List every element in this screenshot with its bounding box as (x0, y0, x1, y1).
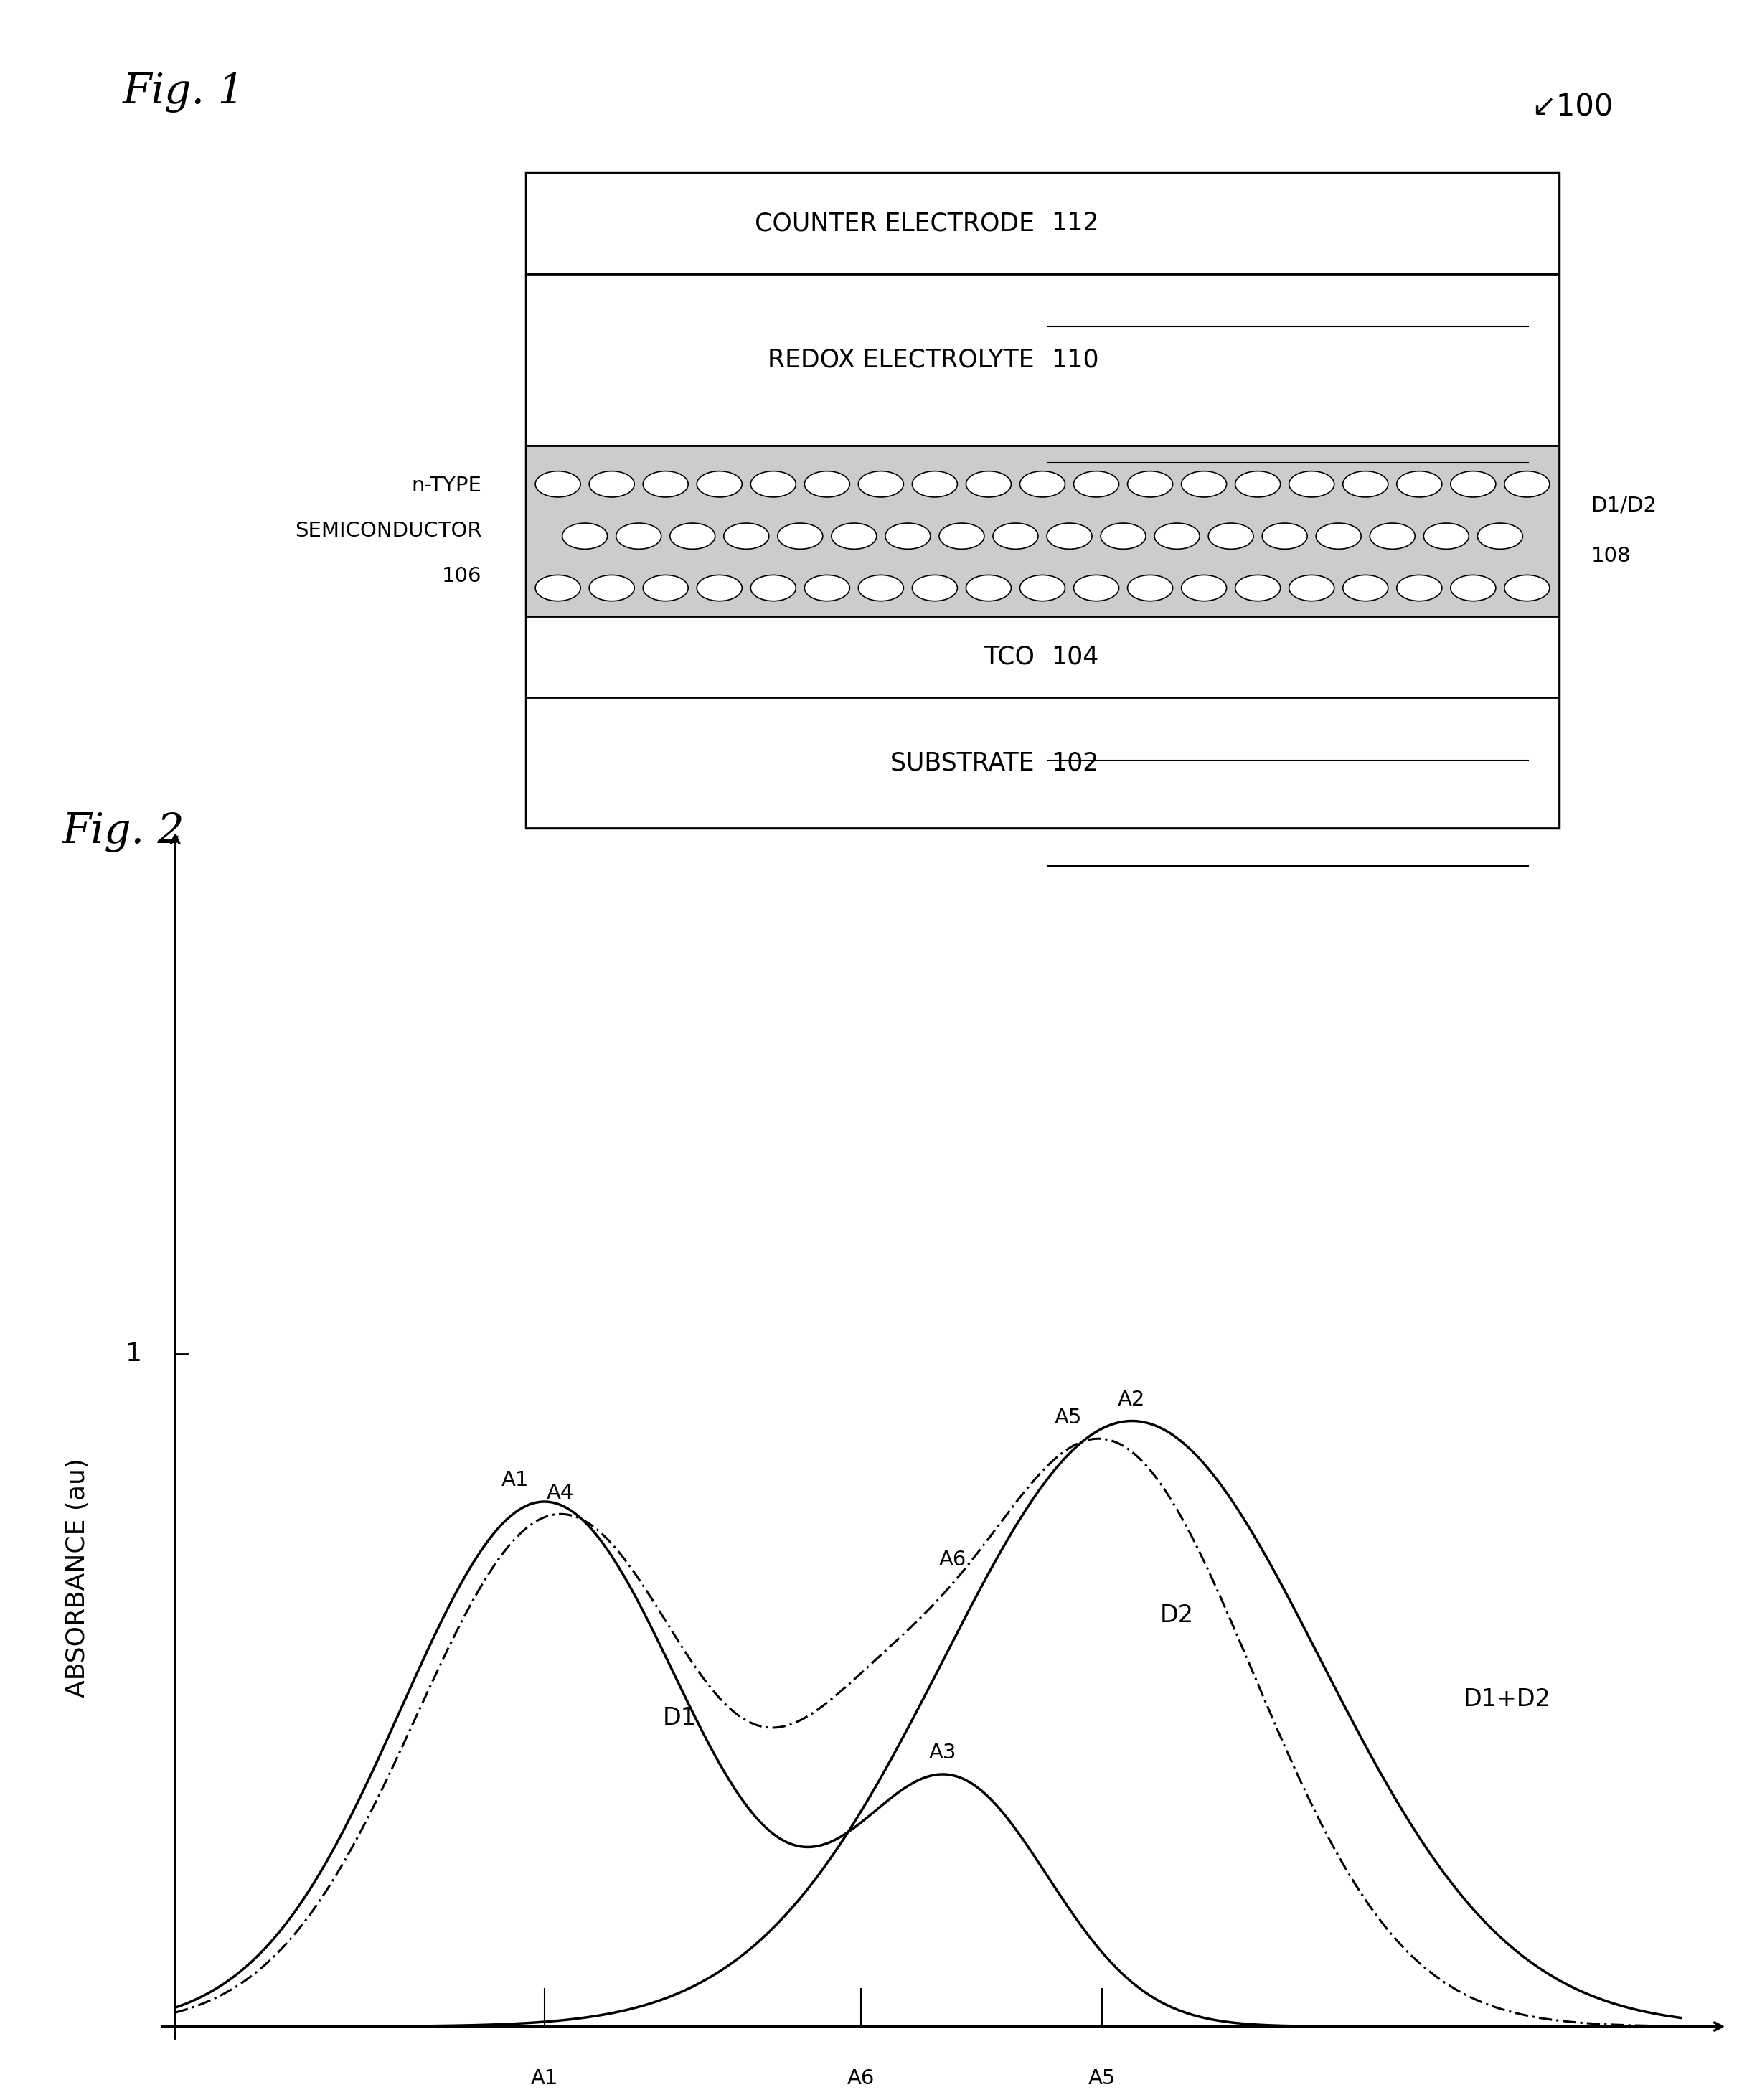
Circle shape (643, 470, 689, 498)
FancyBboxPatch shape (526, 172, 1559, 273)
Circle shape (536, 470, 580, 498)
Circle shape (589, 575, 634, 601)
Circle shape (965, 575, 1011, 601)
Circle shape (993, 523, 1039, 548)
Circle shape (1424, 523, 1468, 548)
Circle shape (1100, 523, 1146, 548)
Circle shape (697, 470, 743, 498)
Circle shape (1046, 523, 1091, 548)
Circle shape (1477, 523, 1522, 548)
Circle shape (1155, 523, 1200, 548)
Text: 106: 106 (442, 567, 482, 586)
FancyBboxPatch shape (526, 617, 1559, 697)
Circle shape (1505, 470, 1549, 498)
Circle shape (1128, 575, 1172, 601)
Text: 1: 1 (126, 1342, 142, 1365)
Circle shape (750, 575, 795, 601)
Circle shape (804, 575, 850, 601)
Circle shape (1235, 575, 1281, 601)
Text: ↙100: ↙100 (1531, 92, 1614, 122)
Circle shape (1181, 470, 1226, 498)
Circle shape (1289, 470, 1335, 498)
Circle shape (913, 470, 957, 498)
Text: D1+D2: D1+D2 (1463, 1688, 1551, 1711)
Circle shape (617, 523, 661, 548)
Text: ABSORBANCE (au): ABSORBANCE (au) (65, 1457, 89, 1697)
Text: Fig. 1: Fig. 1 (123, 71, 245, 113)
FancyBboxPatch shape (526, 697, 1559, 827)
Text: SUBSTRATE: SUBSTRATE (890, 750, 1042, 775)
Text: A5: A5 (1055, 1407, 1083, 1428)
Text: A6: A6 (846, 2068, 874, 2090)
Circle shape (643, 575, 689, 601)
Text: SEMICONDUCTOR: SEMICONDUCTOR (294, 521, 482, 542)
Circle shape (1209, 523, 1253, 548)
Text: A2: A2 (1118, 1390, 1144, 1409)
Circle shape (1020, 470, 1065, 498)
Circle shape (536, 575, 580, 601)
Circle shape (697, 575, 743, 601)
Circle shape (1020, 575, 1065, 601)
Circle shape (1261, 523, 1307, 548)
Text: D1/D2: D1/D2 (1591, 496, 1657, 517)
Circle shape (1316, 523, 1361, 548)
Text: n-TYPE: n-TYPE (412, 475, 482, 496)
Circle shape (1396, 575, 1442, 601)
Circle shape (939, 523, 985, 548)
Text: A5: A5 (1088, 2068, 1116, 2090)
Text: TCO: TCO (983, 645, 1042, 670)
Circle shape (1370, 523, 1416, 548)
Circle shape (1074, 470, 1120, 498)
Text: A1: A1 (531, 2068, 559, 2090)
Text: 110: 110 (1051, 347, 1099, 372)
Circle shape (1128, 470, 1172, 498)
FancyBboxPatch shape (526, 445, 1559, 617)
Circle shape (858, 470, 904, 498)
Circle shape (1074, 575, 1120, 601)
Circle shape (1451, 575, 1496, 601)
Circle shape (724, 523, 769, 548)
Circle shape (1289, 575, 1335, 601)
Circle shape (1181, 575, 1226, 601)
Text: COUNTER ELECTRODE: COUNTER ELECTRODE (755, 212, 1042, 235)
Text: A4: A4 (547, 1483, 575, 1504)
Circle shape (778, 523, 823, 548)
Text: 112: 112 (1051, 212, 1099, 235)
FancyBboxPatch shape (526, 273, 1559, 445)
Circle shape (885, 523, 930, 548)
Circle shape (589, 470, 634, 498)
Circle shape (669, 523, 715, 548)
Circle shape (562, 523, 608, 548)
Circle shape (1451, 470, 1496, 498)
Text: 102: 102 (1051, 750, 1099, 775)
Text: D1: D1 (662, 1707, 697, 1730)
Circle shape (1505, 575, 1549, 601)
Text: 104: 104 (1051, 645, 1099, 670)
Circle shape (913, 575, 957, 601)
Text: A6: A6 (939, 1550, 965, 1569)
Circle shape (965, 470, 1011, 498)
Circle shape (858, 575, 904, 601)
Text: A1: A1 (501, 1470, 529, 1491)
Circle shape (750, 470, 795, 498)
Text: 108: 108 (1591, 546, 1631, 567)
FancyBboxPatch shape (526, 172, 1559, 827)
Circle shape (1342, 470, 1388, 498)
Circle shape (1235, 470, 1281, 498)
Text: A3: A3 (929, 1743, 957, 1764)
Circle shape (832, 523, 876, 548)
Circle shape (804, 470, 850, 498)
Text: REDOX ELECTROLYTE: REDOX ELECTROLYTE (767, 347, 1042, 372)
Text: Fig. 2: Fig. 2 (63, 811, 184, 853)
Circle shape (1396, 470, 1442, 498)
Text: D2: D2 (1160, 1604, 1195, 1628)
Circle shape (1342, 575, 1388, 601)
